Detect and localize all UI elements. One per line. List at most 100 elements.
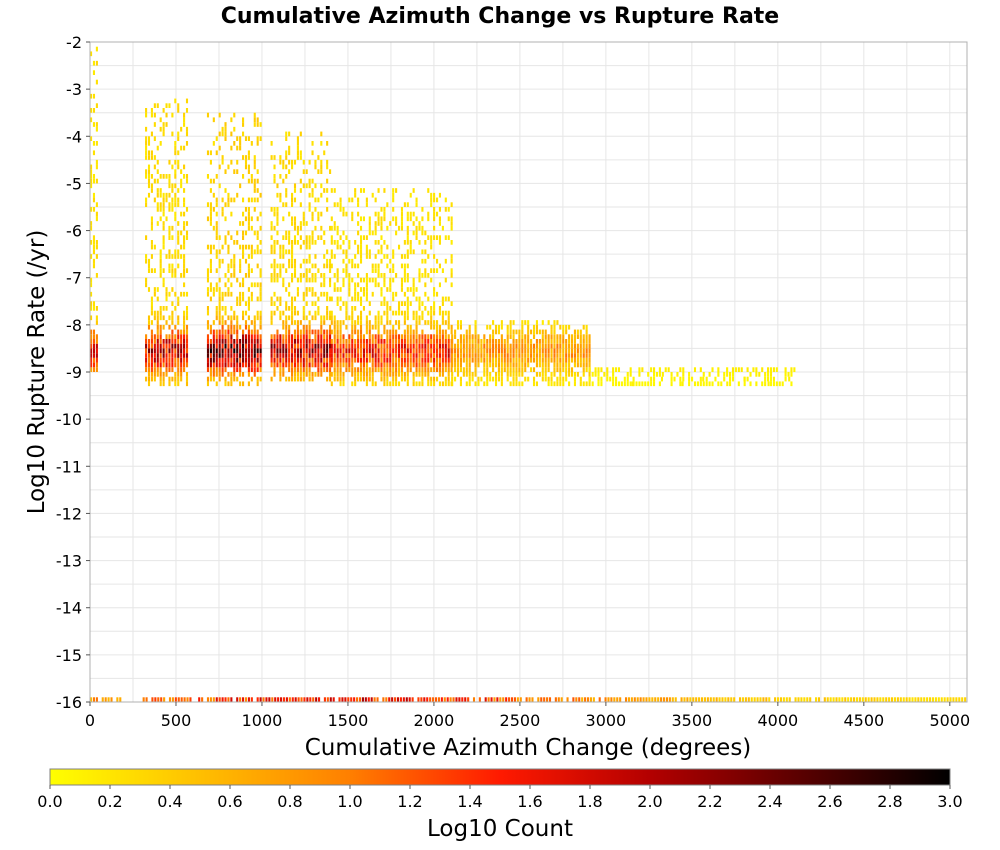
heatmap-cell (415, 296, 418, 302)
heatmap-cell (345, 310, 348, 316)
heatmap-cell (424, 230, 427, 236)
heatmap-cell (183, 164, 186, 170)
heatmap-cell (444, 339, 447, 344)
heatmap-cell (749, 381, 752, 387)
heatmap-cell (486, 362, 489, 368)
heatmap-cell (755, 372, 758, 377)
heatmap-cell (221, 291, 224, 297)
heatmap-cell (489, 348, 492, 354)
heatmap-cell (341, 697, 344, 702)
heatmap-cell (532, 367, 536, 372)
heatmap-cell (177, 334, 180, 339)
heatmap-cell (437, 697, 440, 702)
heatmap-cell (403, 334, 406, 339)
heatmap-cell (386, 353, 389, 358)
heatmap-cell (702, 376, 705, 382)
heatmap-cell (409, 329, 412, 335)
heatmap-cell (242, 353, 245, 358)
heatmap-cell (273, 155, 276, 160)
heatmap-cell (374, 334, 377, 339)
heatmap-cell (230, 315, 233, 321)
heatmap-cell (162, 126, 165, 132)
heatmap-cell (305, 334, 308, 339)
heatmap-cell (276, 334, 279, 339)
heatmap-cell (494, 353, 498, 358)
heatmap-cell (418, 306, 421, 311)
heatmap-cell (400, 310, 404, 316)
heatmap-cell (351, 306, 354, 311)
colorbar-tick-label: 2.8 (877, 792, 902, 811)
heatmap-cell (532, 324, 536, 330)
heatmap-cell (613, 697, 616, 702)
heatmap-cell (339, 296, 342, 302)
heatmap-cell (165, 357, 168, 363)
heatmap-cell (282, 178, 285, 184)
heatmap-cell (397, 320, 401, 325)
heatmap-cell (177, 372, 180, 377)
heatmap-cell (308, 362, 311, 368)
heatmap-cell (309, 697, 312, 702)
heatmap-cell (236, 697, 239, 702)
heatmap-cell (537, 697, 540, 702)
heatmap-cell (377, 362, 380, 368)
heatmap-cell (386, 254, 389, 259)
heatmap-cell (500, 339, 503, 344)
heatmap-cell (775, 367, 778, 372)
heatmap-cell (521, 339, 524, 344)
heatmap-cell (209, 244, 212, 250)
heatmap-cell (559, 348, 562, 354)
heatmap-cell (291, 320, 294, 325)
heatmap-cell (492, 320, 495, 325)
heatmap-cell (156, 320, 159, 325)
heatmap-cell (174, 141, 177, 146)
heatmap-cell (354, 188, 357, 193)
heatmap-cell (308, 254, 311, 259)
heatmap-cell (576, 343, 579, 349)
heatmap-cell (377, 315, 380, 321)
heatmap-cell (145, 258, 148, 264)
heatmap-cell (351, 357, 354, 363)
heatmap-cell (218, 310, 221, 316)
heatmap-cell (326, 315, 329, 321)
heatmap-cell (206, 273, 210, 278)
heatmap-cell (544, 329, 547, 335)
heatmap-cell (329, 296, 332, 302)
heatmap-cell (368, 254, 371, 259)
heatmap-cell (90, 174, 93, 179)
heatmap-cell (486, 343, 489, 349)
heatmap-cell (242, 339, 245, 344)
heatmap-cell (221, 296, 224, 302)
heatmap-cell (90, 183, 93, 189)
heatmap-cell (244, 159, 248, 165)
heatmap-cell (165, 174, 168, 179)
heatmap-cell (177, 367, 180, 372)
heatmap-cell (424, 367, 427, 372)
heatmap-cell (497, 348, 500, 354)
heatmap-cell (585, 367, 588, 372)
heatmap-cell (585, 362, 588, 368)
heatmap-cell (333, 282, 336, 288)
heatmap-cell (415, 197, 418, 203)
heatmap-cell (296, 155, 299, 160)
heatmap-cell (380, 334, 383, 339)
heatmap-cell (302, 291, 305, 297)
heatmap-cell (183, 697, 186, 702)
heatmap-cell (145, 697, 148, 702)
heatmap-cell (430, 353, 433, 358)
heatmap-cell (145, 136, 148, 141)
heatmap-cell (905, 697, 908, 702)
heatmap-cell (782, 697, 785, 702)
heatmap-cell (218, 372, 221, 377)
heatmap-cell (359, 315, 363, 321)
heatmap-cell (882, 697, 885, 702)
heatmap-cell (183, 339, 186, 344)
heatmap-cell (279, 301, 282, 306)
heatmap-cell (784, 367, 787, 372)
heatmap-cell (711, 367, 714, 372)
heatmap-cell (503, 339, 506, 344)
heatmap-cell (731, 367, 735, 372)
heatmap-cell (147, 263, 151, 269)
heatmap-cell (230, 357, 233, 363)
heatmap-cell (579, 357, 582, 363)
heatmap-cell (433, 334, 436, 339)
